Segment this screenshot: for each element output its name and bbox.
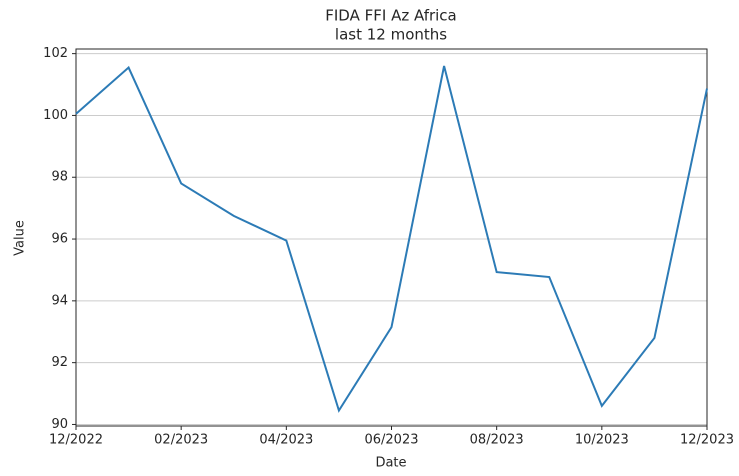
plot-frame bbox=[75, 48, 708, 427]
x-tick-label: 04/2023 bbox=[259, 433, 313, 448]
y-tick-label: 98 bbox=[51, 170, 68, 185]
y-tick-label: 96 bbox=[51, 232, 68, 247]
x-tick-label: 12/2022 bbox=[49, 433, 103, 448]
y-tick-label: 100 bbox=[43, 108, 68, 123]
data-line bbox=[75, 65, 708, 413]
y-axis-label: Value bbox=[13, 220, 28, 256]
y-tick-label: 90 bbox=[51, 417, 68, 432]
x-tick-label: 10/2023 bbox=[575, 433, 629, 448]
x-tick-label: 08/2023 bbox=[470, 433, 524, 448]
chart-subtitle: last 12 months bbox=[335, 26, 447, 44]
x-tick-label: 12/2023 bbox=[680, 433, 734, 448]
chart-title: FIDA FFI Az Africa bbox=[325, 7, 457, 25]
x-tick-label: 02/2023 bbox=[154, 433, 208, 448]
y-tick-label: 102 bbox=[43, 46, 68, 61]
y-tick-label: 94 bbox=[51, 293, 68, 308]
x-axis-label: Date bbox=[375, 456, 406, 471]
y-tick-label: 92 bbox=[51, 355, 68, 370]
x-tick-label: 06/2023 bbox=[364, 433, 418, 448]
